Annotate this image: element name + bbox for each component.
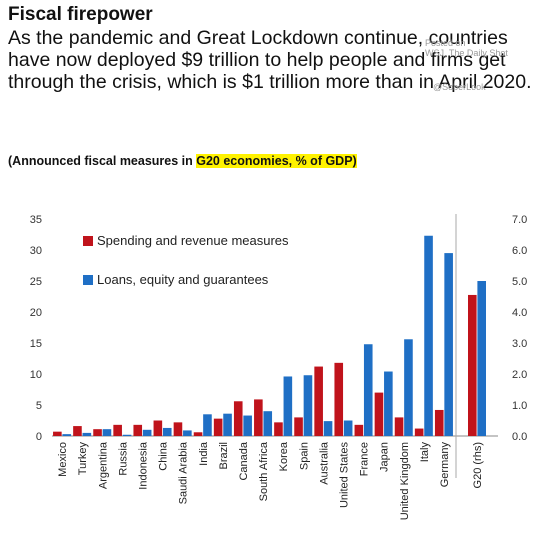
y-tick-label-right: 1.0 bbox=[512, 400, 527, 412]
bar-loans bbox=[343, 420, 353, 436]
bar-spending bbox=[153, 420, 163, 436]
watermark-line-2: WSJ, The Daily Shot bbox=[425, 48, 508, 58]
bar-spending bbox=[93, 429, 102, 436]
y-tick-label-left: 20 bbox=[30, 307, 42, 319]
chart-note: (Announced fiscal measures in G20 econom… bbox=[8, 154, 357, 168]
x-tick-label: Saudi Arabia bbox=[178, 441, 190, 504]
bar-spending bbox=[193, 432, 203, 436]
x-tick-label: Germany bbox=[439, 442, 451, 488]
bar-loans bbox=[444, 253, 453, 436]
x-tick-label: United States bbox=[338, 442, 350, 509]
bar-spending bbox=[354, 424, 364, 436]
y-tick-label-right: 3.0 bbox=[512, 338, 527, 350]
bar-loans bbox=[203, 414, 212, 436]
bar-spending bbox=[73, 426, 82, 436]
bar-spending bbox=[233, 401, 243, 436]
legend-label-spending: Spending and revenue measures bbox=[97, 233, 289, 248]
bar-spending bbox=[53, 431, 62, 436]
x-tick-label: India bbox=[198, 441, 210, 466]
bar-loans bbox=[424, 235, 433, 436]
bar-loans bbox=[243, 415, 252, 436]
note-highlight: G20 economies, % of GDP) bbox=[196, 154, 357, 168]
bar-spending bbox=[394, 417, 404, 436]
bar-spending bbox=[213, 418, 223, 436]
x-tick-label: Japan bbox=[379, 442, 391, 472]
y-tick-label-right: 4.0 bbox=[512, 307, 527, 319]
bar-loans bbox=[62, 434, 72, 436]
x-tick-label: Turkey bbox=[77, 442, 89, 476]
x-tick-label: Italy bbox=[419, 442, 431, 463]
y-tick-label-left: 35 bbox=[30, 214, 42, 226]
bar-spending bbox=[173, 422, 183, 436]
x-tick-label: South Africa bbox=[258, 441, 270, 501]
bar-loans bbox=[162, 427, 172, 436]
bar-spending bbox=[294, 417, 303, 436]
y-tick-label-right: 6.0 bbox=[512, 245, 527, 257]
watermark-line-1: Posted on bbox=[425, 38, 466, 48]
x-tick-label: France bbox=[359, 442, 371, 476]
bar-spending bbox=[374, 392, 384, 436]
bar-spending bbox=[133, 424, 143, 436]
bar-g20-spending bbox=[468, 294, 477, 436]
bar-loans bbox=[142, 429, 152, 436]
bar-spending bbox=[414, 428, 424, 436]
y-tick-label-left: 5 bbox=[36, 400, 42, 412]
x-tick-label: United Kingdom bbox=[399, 442, 411, 520]
bar-loans bbox=[363, 344, 373, 436]
chart-bars bbox=[53, 235, 486, 436]
bar-loans bbox=[303, 375, 313, 436]
bar-spending bbox=[254, 399, 263, 436]
x-tick-label: Brazil bbox=[218, 442, 230, 470]
bar-loans bbox=[183, 430, 192, 436]
x-tick-label: Indonesia bbox=[137, 441, 149, 490]
bar-loans bbox=[263, 411, 273, 436]
y-tick-label-left: 15 bbox=[30, 338, 42, 350]
x-tick-label: Korea bbox=[278, 441, 290, 471]
bar-loans bbox=[102, 429, 112, 436]
x-tick-label: China bbox=[158, 441, 170, 471]
bar-spending bbox=[334, 362, 344, 436]
y-tick-label-right: 7.0 bbox=[512, 214, 527, 226]
y-tick-label-left: 0 bbox=[36, 431, 42, 443]
bar-spending bbox=[314, 366, 323, 436]
bar-spending bbox=[434, 409, 444, 436]
bar-g20-loans bbox=[477, 281, 486, 436]
y-tick-label-left: 25 bbox=[30, 276, 42, 288]
bar-loans bbox=[283, 376, 293, 436]
chart-legend: Spending and revenue measures Loans, equi… bbox=[83, 233, 289, 287]
x-tick-label: Spain bbox=[298, 442, 310, 470]
chart-title: Fiscal firepower bbox=[8, 4, 153, 25]
bar-loans bbox=[122, 434, 132, 436]
chart-labels: 0 5 10 15 20 25 30 35 0.0 1.0 2.0 3.0 4.0 5.0 6.0 7.0 Me… bbox=[30, 214, 528, 520]
x-tick-label: Mexico bbox=[57, 442, 69, 477]
watermark: Posted on WSJ, The Daily Shot bbox=[425, 38, 508, 58]
y-tick-label-left: 10 bbox=[30, 369, 42, 381]
bar-loans bbox=[82, 432, 92, 436]
note-prefix: (Announced fiscal measures in bbox=[8, 154, 197, 168]
x-tick-label: Russia bbox=[117, 441, 129, 476]
bar-spending bbox=[113, 424, 122, 436]
bar-spending bbox=[274, 422, 283, 436]
x-tick-label: Canada bbox=[238, 441, 250, 480]
bar-loans bbox=[323, 421, 333, 436]
legend-swatch-loans bbox=[83, 275, 93, 285]
legend-label-loans: Loans, equity and guarantees bbox=[97, 272, 269, 287]
bar-loans bbox=[384, 371, 393, 436]
y-tick-label-right: 0.0 bbox=[512, 431, 527, 443]
x-tick-label: Australia bbox=[318, 441, 330, 485]
chart-subtitle: As the pandemic and Great Lockdown conti… bbox=[8, 27, 532, 93]
y-tick-label-right: 2.0 bbox=[512, 369, 527, 381]
x-tick-label: Argentina bbox=[97, 441, 109, 489]
legend-swatch-spending bbox=[83, 236, 93, 246]
x-tick-label-g20: G20 (rhs) bbox=[472, 442, 484, 488]
bar-loans bbox=[223, 413, 232, 436]
watermark-handle: @SoberLook bbox=[433, 82, 486, 92]
y-tick-label-right: 5.0 bbox=[512, 276, 527, 288]
y-tick-label-left: 30 bbox=[30, 245, 42, 257]
bar-loans bbox=[404, 339, 413, 436]
